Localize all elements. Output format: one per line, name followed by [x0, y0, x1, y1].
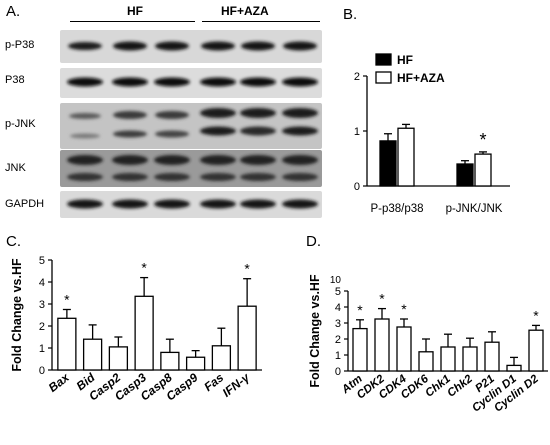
chart-d-y-tick-label: 5 [335, 286, 341, 298]
chart-c-bar [134, 295, 154, 371]
chart-d-bar [418, 351, 434, 372]
chart-c-bar [108, 346, 129, 371]
chart-b-x-label: P-p38/p38 [370, 203, 423, 215]
chart-c-bar [57, 317, 77, 371]
chart-d-y-tick-label: 0 [335, 366, 341, 378]
panel-d-letter: D. [306, 233, 321, 250]
chart-c-y-tick-label: 1 [39, 343, 45, 355]
chart-c-x-label: IFN-γ [220, 370, 253, 400]
blot-label-p-jnk: p-JNK [5, 118, 36, 130]
blot-strip-p38 [60, 68, 322, 98]
chart-d-y-tick-label: 3 [335, 318, 341, 330]
blot-strip-jnk [60, 150, 322, 187]
blot-group-aza-line [202, 21, 320, 22]
blot-group-aza-label: HF+AZA [221, 4, 269, 18]
chart-c-significance: * [64, 292, 70, 308]
blot-strip-p-jnk [60, 103, 322, 149]
chart-c-y-tick-label: 2 [39, 321, 45, 333]
chart-b-legend-swatch [375, 53, 392, 66]
chart-d-y-tick-label: 2 [335, 334, 341, 346]
chart-c-bar [82, 338, 103, 371]
chart-d-bar [352, 327, 368, 372]
chart-d-y-tick-label: 1 [335, 350, 341, 362]
chart-d-significance: * [401, 301, 407, 317]
chart-d-bar [374, 318, 390, 372]
chart-d-y-top-label: 10 [330, 275, 342, 286]
chart-b-legend-swatch [375, 71, 392, 84]
chart-c-y-tick-label: 4 [39, 277, 45, 289]
chart-c-x-label: Bax [46, 370, 73, 395]
chart-d-bar [440, 346, 456, 372]
chart-d-bar [462, 346, 478, 372]
chart-d-bar [528, 329, 544, 372]
chart-b-bar [397, 127, 415, 187]
chart-c-bar [237, 305, 257, 371]
chart-b-bar [456, 163, 474, 187]
chart-c-bar [160, 351, 180, 371]
chart-c-y-tick-label: 3 [39, 299, 45, 311]
chart-b-legend-label: HF+AZA [397, 71, 445, 85]
chart-d-bar [396, 326, 412, 372]
panel-b-letter: B. [343, 6, 358, 23]
chart-b-y-tick-label: 2 [354, 71, 360, 83]
chart-d-bar [484, 341, 500, 372]
chart-d-bar [506, 364, 522, 372]
chart-c-y-label: Fold Change vs.HF [10, 258, 24, 372]
chart-d-significance: * [533, 307, 539, 323]
chart-d-y-label: Fold Change vs.HF [308, 274, 322, 388]
blot-group-hf-label: HF [127, 4, 143, 18]
panel-a-letter: A. [6, 3, 21, 20]
chart-b-bar [379, 140, 397, 187]
chart-c-y-tick-label: 5 [39, 255, 45, 267]
blot-strip-p-p38 [60, 30, 322, 63]
blot-label-p-p38: p-P38 [5, 39, 35, 51]
chart-b-significance: * [479, 130, 486, 150]
chart-b-bar [474, 153, 492, 187]
chart-b-y-tick-label: 1 [354, 126, 360, 138]
chart-c-significance: * [141, 260, 147, 276]
chart-c-significance: * [244, 261, 250, 277]
chart-d-significance: * [379, 291, 385, 307]
chart-c-bar [211, 345, 232, 371]
chart-b-y-tick-label: 0 [354, 181, 360, 193]
chart-c-y-tick-label: 0 [39, 365, 45, 377]
blot-strip-gapdh [60, 191, 322, 218]
chart-d-significance: * [357, 302, 363, 318]
chart-b-legend-label: HF [397, 53, 413, 67]
blot-label-gapdh: GAPDH [5, 198, 45, 210]
chart-d-y-tick-label: 4 [335, 302, 341, 314]
chart-d-x-label: Chk2 [445, 373, 475, 400]
blot-label-p38: P38 [5, 74, 25, 86]
blot-label-jnk: JNK [5, 162, 26, 174]
chart-b-x-label: p-JNK/JNK [446, 203, 503, 215]
panel-c-letter: C. [6, 233, 21, 250]
blot-group-hf-line [70, 21, 195, 22]
chart-c-bar [185, 356, 206, 371]
